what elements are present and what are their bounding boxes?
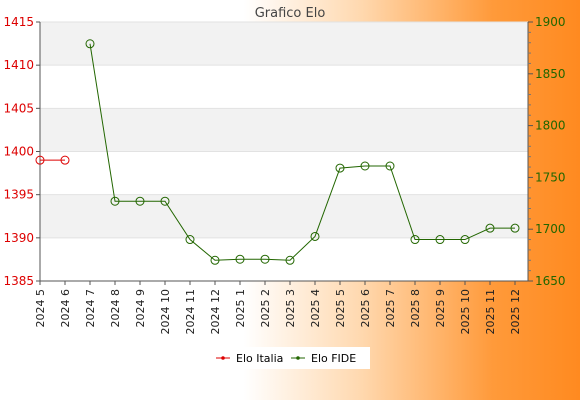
x-tick-label: 2025 7 [384, 289, 397, 328]
left-tick-label: 1385 [3, 274, 34, 288]
plot-area: 1385 1390 1395 1400 1405 1410 1415 1650 1700 1750… [3, 15, 565, 335]
elo-fide-point [310, 231, 320, 241]
elo-fide-point [210, 255, 220, 265]
elo-fide-point [385, 161, 395, 171]
elo-fide-point [410, 235, 420, 245]
x-tick-label: 2025 12 [509, 289, 522, 335]
x-tick-label: 2024 10 [159, 289, 172, 335]
right-tick-label: 1650 [535, 274, 566, 288]
x-tick-label: 2025 4 [309, 289, 322, 328]
x-tick-label: 2025 2 [259, 289, 272, 328]
legend-elo-fide-marker [296, 356, 300, 360]
left-tick-label: 1405 [3, 101, 34, 115]
x-tick-label: 2024 7 [84, 289, 97, 328]
x-tick-label: 2024 6 [59, 289, 72, 328]
right-tick-label: 1700 [535, 222, 566, 236]
elo-fide-point [85, 39, 95, 49]
x-tick-label: 2024 11 [184, 289, 197, 335]
elo-italia-point [35, 155, 45, 165]
right-tick-label: 1850 [535, 67, 566, 81]
chart-title: Grafico Elo [255, 6, 326, 21]
x-tick-label: 2025 3 [284, 289, 297, 328]
x-tick-label: 2025 1 [234, 289, 247, 328]
legend-elo-italia-marker [221, 356, 225, 360]
elo-fide-point [135, 196, 145, 206]
x-tick-label: 2025 6 [359, 289, 372, 328]
elo-fide-point [335, 163, 345, 173]
right-tick-label: 1750 [535, 170, 566, 184]
x-tick-label: 2025 11 [484, 289, 497, 335]
grid-band [40, 108, 528, 152]
left-tick-label: 1415 [3, 15, 34, 29]
grid-band [40, 194, 528, 238]
right-tick-label: 1800 [535, 119, 566, 133]
elo-fide-point [285, 255, 295, 265]
elo-fide-point [110, 196, 120, 206]
elo-italia-point [60, 155, 70, 165]
legend-box [210, 347, 370, 369]
x-tick-label: 2024 8 [109, 289, 122, 328]
elo-fide-point [235, 254, 245, 264]
left-tick-label: 1395 [3, 188, 34, 202]
left-tick-label: 1410 [3, 58, 34, 72]
x-tick-label: 2025 9 [434, 289, 447, 328]
legend: Elo Italia Elo FIDE [210, 347, 370, 369]
right-tick-label: 1900 [535, 15, 566, 29]
x-tick-label: 2024 12 [209, 289, 222, 335]
left-tick-label: 1400 [3, 145, 34, 159]
legend-elo-fide-label: Elo FIDE [311, 352, 356, 365]
elo-fide-point [510, 223, 520, 233]
elo-fide-point [460, 235, 470, 245]
elo-fide-point [485, 223, 495, 233]
grid-band [40, 22, 528, 66]
x-tick-label: 2024 5 [34, 289, 47, 328]
elo-fide-point [435, 235, 445, 245]
x-tick-label: 2025 8 [409, 289, 422, 328]
elo-fide-point [185, 235, 195, 245]
legend-elo-italia-label: Elo Italia [236, 352, 283, 365]
x-tick-label: 2025 5 [334, 289, 347, 328]
elo-fide-point [260, 254, 270, 264]
x-tick-label: 2024 9 [134, 289, 147, 328]
x-tick-label: 2025 10 [459, 289, 472, 335]
elo-fide-point [160, 196, 170, 206]
elo-fide-point [360, 161, 370, 171]
left-tick-label: 1390 [3, 231, 34, 245]
